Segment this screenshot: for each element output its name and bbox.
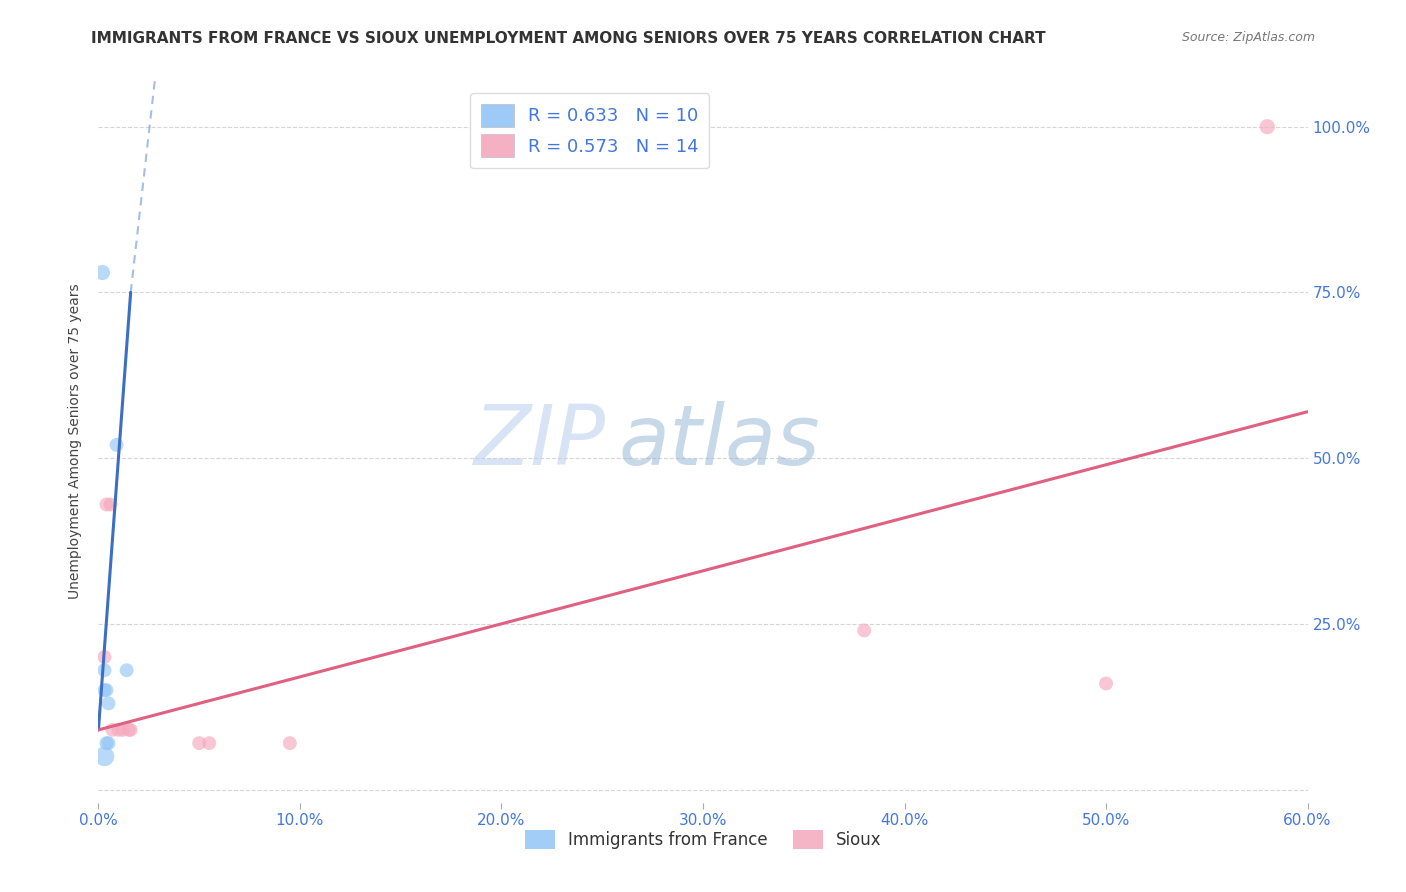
Point [278, 736, 301, 750]
Point [93, 650, 115, 665]
Text: Source: ZipAtlas.com: Source: ZipAtlas.com [1181, 31, 1315, 45]
Point [118, 723, 141, 737]
Point [100, 498, 122, 512]
Point [1095, 676, 1118, 690]
Legend: Immigrants from France, Sioux: Immigrants from France, Sioux [517, 823, 889, 856]
Point [96, 683, 118, 698]
Text: ZIP: ZIP [474, 401, 606, 482]
Text: atlas: atlas [619, 401, 820, 482]
Y-axis label: Unemployment Among Seniors over 75 years: Unemployment Among Seniors over 75 years [69, 284, 83, 599]
Point [1256, 120, 1278, 134]
Point [97, 697, 120, 711]
Point [101, 723, 124, 737]
Point [91, 266, 114, 280]
Point [96, 498, 118, 512]
Point [198, 736, 221, 750]
Point [96, 736, 118, 750]
Point [105, 438, 128, 452]
Point [107, 723, 129, 737]
Point [111, 723, 134, 737]
Point [93, 683, 115, 698]
Point [120, 723, 142, 737]
Point [115, 663, 138, 677]
Point [93, 663, 115, 677]
Point [853, 624, 876, 638]
Point [188, 736, 211, 750]
Point [93, 749, 115, 764]
Text: IMMIGRANTS FROM FRANCE VS SIOUX UNEMPLOYMENT AMONG SENIORS OVER 75 YEARS CORRELA: IMMIGRANTS FROM FRANCE VS SIOUX UNEMPLOY… [91, 31, 1046, 46]
Point [97, 736, 120, 750]
